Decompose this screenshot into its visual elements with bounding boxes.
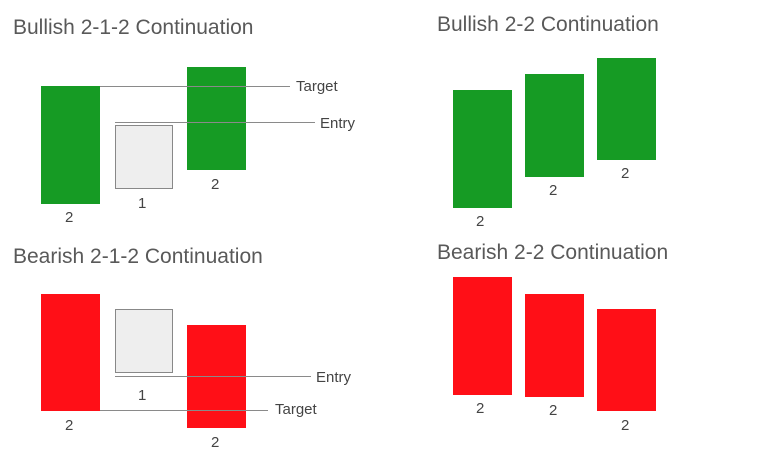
bullish-212-target-label: Target — [296, 78, 338, 95]
bullish-22-candle-2 — [525, 74, 584, 177]
bullish-22-candle-1 — [453, 90, 512, 208]
bullish-212-entry-label: Entry — [320, 115, 356, 132]
bullish-212-candle-1 — [41, 86, 100, 204]
bearish-212-target-line — [100, 410, 268, 411]
bullish-22-candle-3-label: 2 — [621, 165, 630, 182]
bullish-22-candle-1-label: 2 — [476, 213, 485, 230]
bearish-22-title: Bearish 2-2 Continuation — [437, 241, 669, 264]
bearish-22-candle-1 — [453, 277, 512, 395]
bullish-212-inside-candle-label: 1 — [138, 195, 147, 212]
bullish-212-inside-candle — [115, 125, 173, 189]
bearish-22-candle-1-label: 2 — [476, 400, 485, 417]
bullish-22-candle-2-label: 2 — [549, 182, 558, 199]
bearish-22-candle-2 — [525, 294, 584, 397]
bullish-212-candle-3 — [187, 67, 246, 170]
bearish-212-title: Bearish 2-1-2 Continuation — [13, 245, 263, 268]
bearish-212-inside-candle-label: 1 — [138, 387, 147, 404]
bullish-212-target-line — [100, 86, 290, 87]
bullish-212-candle-3-label: 2 — [211, 176, 220, 193]
bearish-212-entry-line — [115, 376, 311, 377]
bearish-212-candle-1-label: 2 — [65, 417, 74, 434]
bullish-22-title: Bullish 2-2 Continuation — [437, 13, 659, 36]
bearish-212-target-label: Target — [275, 401, 317, 418]
bearish-22-candle-2-label: 2 — [549, 402, 558, 419]
bearish-212-candle-1 — [41, 294, 100, 411]
bearish-212-inside-candle — [115, 309, 173, 373]
bearish-212-entry-label: Entry — [316, 369, 352, 386]
bullish-212-candle-1-label: 2 — [65, 209, 74, 226]
bearish-212-candle-3-label: 2 — [211, 434, 220, 451]
bullish-212-title: Bullish 2-1-2 Continuation — [13, 16, 254, 39]
bullish-22-candle-3 — [597, 58, 656, 160]
bearish-22-candle-3-label: 2 — [621, 417, 630, 434]
bullish-212-entry-line — [115, 122, 315, 123]
bearish-22-candle-3 — [597, 309, 656, 411]
